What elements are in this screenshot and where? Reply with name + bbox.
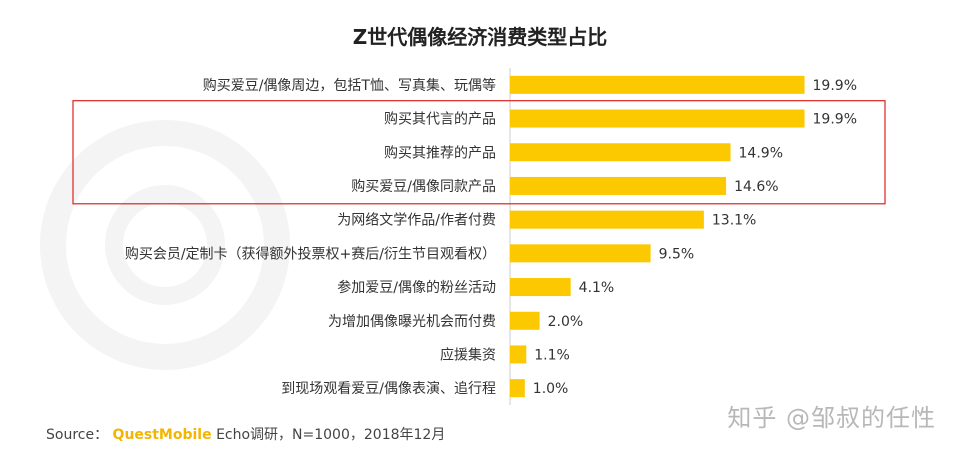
bar-0 [510, 75, 805, 94]
category-label-1: 购买其代言的产品 [384, 112, 496, 128]
bar-9 [510, 379, 525, 398]
value-label-9: 1.0% [533, 381, 569, 397]
value-labels: 19.9% 19.9% 14.9% 14.6% 13.1% 9.5% 4.1% 2.0% 1.1… [533, 78, 857, 397]
category-label-4: 为网络文学作品/作者付费 [337, 213, 496, 229]
source-note: Source： QuestMobile Echo调研，N=1000，2018年1… [46, 424, 445, 444]
zhihu-watermark: 知乎 @邹叔的任性 [727, 404, 936, 432]
value-label-5: 9.5% [659, 246, 695, 262]
category-label-0: 购买爱豆/偶像周边，包括T恤、写真集、玩偶等 [203, 77, 496, 94]
bar-8 [510, 345, 527, 364]
category-label-6: 参加爱豆/偶像的粉丝活动 [337, 279, 496, 296]
bar-4 [510, 210, 704, 229]
category-label-8: 应援集资 [440, 346, 496, 363]
value-label-1: 19.9% [813, 112, 857, 128]
category-label-2: 购买其推荐的产品 [384, 145, 496, 161]
value-label-0: 19.9% [813, 78, 857, 94]
source-suffix: Echo调研，N=1000，2018年12月 [216, 427, 446, 443]
highlight-layer [72, 100, 886, 205]
category-label-3: 购买爱豆/偶像同款产品 [351, 179, 496, 195]
bars-layer [510, 75, 805, 398]
bar-6 [510, 278, 571, 297]
bar-7 [510, 311, 540, 330]
value-label-2: 14.9% [739, 145, 783, 161]
value-label-3: 14.6% [734, 179, 778, 195]
value-label-8: 1.1% [534, 347, 570, 363]
bar-5 [510, 244, 651, 263]
value-label-4: 13.1% [712, 213, 756, 229]
source-brand: QuestMobile [112, 427, 212, 443]
bar-1 [510, 109, 805, 128]
source-prefix: Source： [46, 427, 109, 443]
value-label-7: 2.0% [548, 314, 584, 330]
bar-2 [510, 143, 731, 162]
category-label-7: 为增加偶像曝光机会而付费 [328, 314, 496, 330]
category-labels: 购买爱豆/偶像周边，包括T恤、写真集、玩偶等购买其代言的产品购买其推荐的产品购买… [125, 77, 496, 397]
category-label-5: 购买会员/定制卡（获得额外投票权+赛后/衍生节目观看权） [125, 245, 496, 262]
category-label-9: 到现场观看爱豆/偶像表演、追行程 [281, 381, 496, 397]
value-label-6: 4.1% [579, 280, 615, 296]
chart-title: Z世代偶像经济消费类型占比 [353, 25, 608, 49]
highlight-box [72, 100, 886, 205]
bar-3 [510, 176, 727, 195]
